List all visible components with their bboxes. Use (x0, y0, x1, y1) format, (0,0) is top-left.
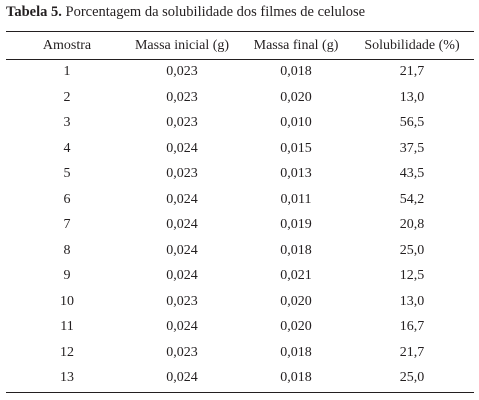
table-cell: 21,7 (399, 344, 425, 360)
table-cell: 0,018 (280, 370, 312, 385)
table-cell: 0,020 (280, 319, 312, 334)
table-cell: 0,024 (166, 268, 198, 283)
table-cell: 54,2 (399, 191, 425, 207)
table-cell: 0,024 (166, 242, 198, 258)
column-header: Amostra (42, 38, 92, 53)
table-cell: 11 (60, 319, 74, 334)
table-cell: 0,020 (280, 293, 312, 309)
table-cell: 13,0 (399, 293, 425, 309)
table-cell: 0,021 (280, 268, 312, 283)
table-cell: 0,024 (166, 140, 198, 156)
table-cell: 37,5 (399, 140, 425, 156)
table-cell: 20,8 (399, 217, 425, 232)
table-cell: 25,0 (399, 242, 425, 258)
table-cell: 13 (60, 370, 74, 385)
table-cell: 0,010 (280, 115, 312, 130)
table-cell: 0,013 (280, 166, 312, 181)
top-rule (6, 31, 474, 32)
table-cell: 0,018 (280, 64, 312, 79)
table-cell: 10 (60, 293, 74, 309)
caption-text: Porcentagem da solubilidade dos filmes d… (65, 4, 366, 20)
table-cell: 0,023 (166, 293, 198, 309)
table-cell: 0,023 (166, 64, 198, 79)
table-cell: 0,018 (280, 242, 312, 258)
table-cell: 1 (63, 64, 71, 79)
table-cell: 9 (63, 268, 71, 283)
table-cell: 0,023 (166, 166, 198, 181)
table-cell: 0,023 (166, 89, 198, 105)
table-cell: 0,019 (280, 217, 312, 232)
table-cell: 12,5 (399, 268, 425, 283)
table-cell: 0,024 (166, 319, 198, 334)
header-rule (6, 59, 474, 60)
table-cell: 8 (63, 242, 71, 258)
bottom-rule (6, 392, 474, 393)
table-cell: 0,015 (280, 140, 312, 156)
caption-label: Tabela 5. (6, 4, 62, 20)
table-cell: 0,024 (166, 217, 198, 232)
table-cell: 25,0 (399, 370, 425, 385)
table-cell: 56,5 (399, 115, 425, 130)
table-caption: Tabela 5. Porcentagem da solubilidade do… (6, 4, 365, 21)
table-cell: 3 (63, 115, 71, 130)
column-header: Massa final (g) (253, 38, 339, 53)
table-cell: 12 (60, 344, 74, 360)
table-cell: 0,011 (280, 191, 312, 207)
table-cell: 0,024 (166, 370, 198, 385)
column-header: Solubilidade (%) (364, 38, 460, 53)
table-cell: 16,7 (399, 319, 425, 334)
table-cell: 0,023 (166, 344, 198, 360)
table-cell: 2 (63, 89, 71, 105)
table-cell: 0,024 (166, 191, 198, 207)
table-cell: 6 (63, 191, 71, 207)
table-cell: 21,7 (399, 64, 425, 79)
table-cell: 0,018 (280, 344, 312, 360)
column-header: Massa inicial (g) (134, 38, 230, 53)
table-cell: 13,0 (399, 89, 425, 105)
table-cell: 7 (63, 217, 71, 232)
table-cell: 5 (63, 166, 71, 181)
table-cell: 0,020 (280, 89, 312, 105)
table-cell: 4 (63, 140, 71, 156)
table-cell: 43,5 (399, 166, 425, 181)
table-cell: 0,023 (166, 115, 198, 130)
